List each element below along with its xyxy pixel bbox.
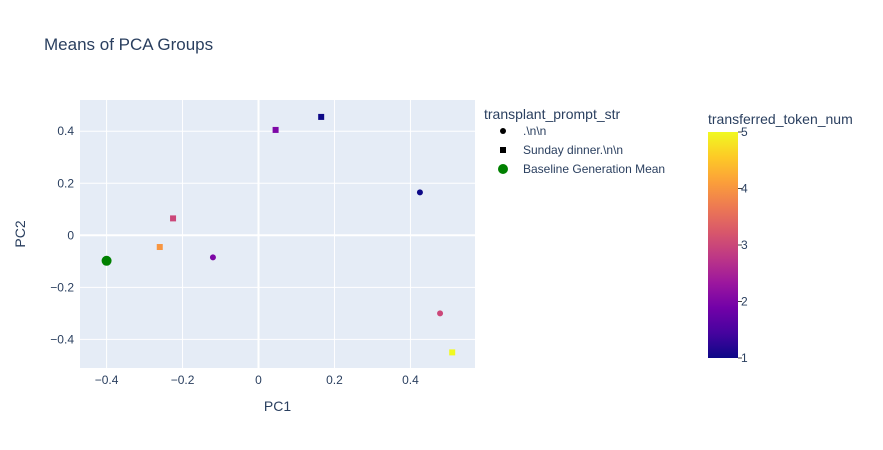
data-point-circle bbox=[416, 189, 423, 196]
data-point-square bbox=[449, 349, 456, 356]
legend-symbol-circle bbox=[498, 164, 508, 174]
colorbar: transferred_token_num 1 2 3 4 5 bbox=[708, 111, 853, 365]
legend-symbol-square bbox=[500, 147, 506, 153]
tick-labels: −0.4 −0.2 0 0.2 0.4 −0.4 −0.2 0 0.2 0.4 bbox=[50, 124, 419, 387]
x-tick-label: −0.4 bbox=[95, 373, 119, 387]
data-point-circle bbox=[209, 254, 216, 261]
x-tick-label: 0 bbox=[255, 373, 262, 387]
x-tick-label: 0.4 bbox=[402, 373, 419, 387]
data-point-square bbox=[156, 244, 163, 251]
legend-symbol-circle bbox=[500, 128, 506, 134]
y-axis-title: PC2 bbox=[12, 220, 28, 247]
data-points bbox=[101, 113, 456, 356]
data-point-square bbox=[318, 113, 325, 120]
x-tick-label: 0.2 bbox=[326, 373, 343, 387]
x-tick-label: −0.2 bbox=[171, 373, 195, 387]
legend-item-label[interactable]: Baseline Generation Mean bbox=[523, 162, 665, 176]
x-axis-title: PC1 bbox=[264, 398, 291, 414]
baseline-mean-point bbox=[101, 255, 112, 266]
data-point-circle bbox=[437, 310, 444, 317]
grid bbox=[80, 100, 475, 368]
colorbar-tick-label: 5 bbox=[741, 125, 748, 139]
y-tick-label: 0.2 bbox=[57, 176, 74, 190]
colorbar-tick-label: 4 bbox=[741, 182, 748, 196]
y-tick-label: 0 bbox=[67, 228, 74, 242]
data-point-square bbox=[170, 215, 177, 222]
colorbar-title: transferred_token_num bbox=[708, 111, 853, 127]
legend: transplant_prompt_str .\n\n Sunday dinner… bbox=[484, 106, 665, 176]
y-tick-label: −0.4 bbox=[50, 332, 74, 346]
y-tick-label: 0.4 bbox=[57, 124, 74, 138]
colorbar-tick-label: 1 bbox=[741, 351, 748, 365]
colorbar-gradient bbox=[708, 132, 738, 358]
legend-item-label[interactable]: Sunday dinner.\n\n bbox=[523, 143, 623, 157]
chart-title: Means of PCA Groups bbox=[44, 35, 213, 54]
y-tick-label: −0.2 bbox=[50, 280, 74, 294]
colorbar-tick-label: 2 bbox=[741, 295, 748, 309]
legend-title: transplant_prompt_str bbox=[484, 106, 621, 122]
colorbar-tick-label: 3 bbox=[741, 238, 748, 252]
data-point-square bbox=[272, 126, 279, 133]
plot-area bbox=[80, 100, 475, 368]
legend-item-label[interactable]: .\n\n bbox=[523, 124, 546, 138]
